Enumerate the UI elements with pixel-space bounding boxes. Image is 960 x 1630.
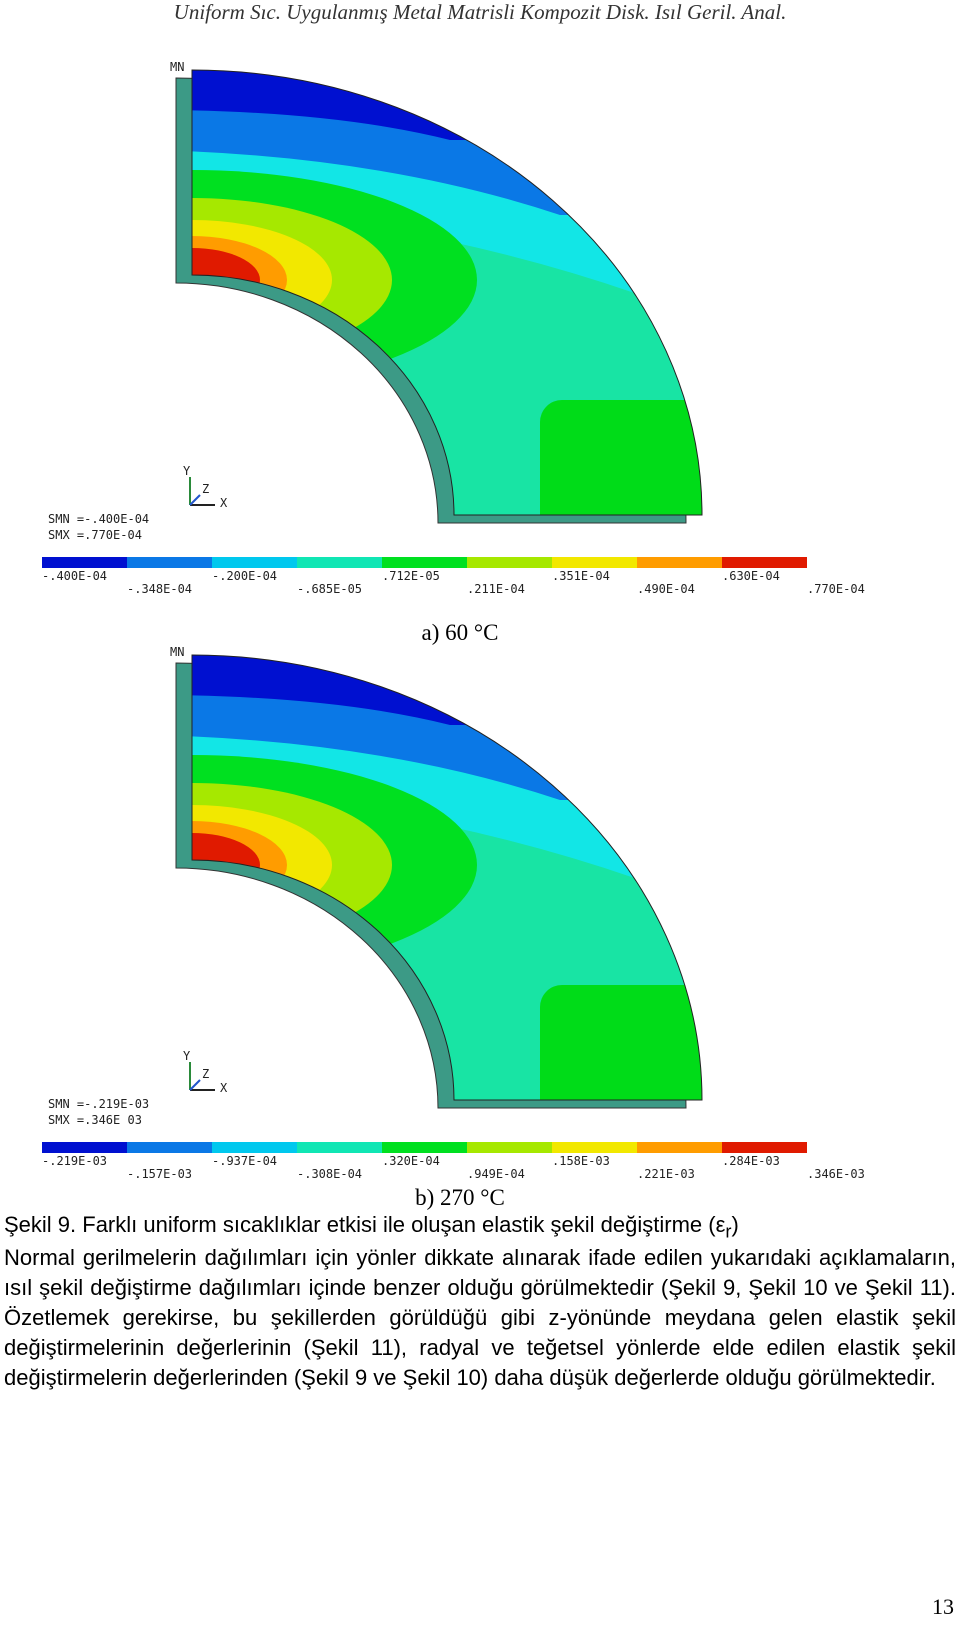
legend-swatch <box>722 1142 807 1153</box>
smn: SMN =-.400E-04 <box>48 512 149 526</box>
band <box>540 400 702 515</box>
legend-label: -.308E-04 <box>297 1167 362 1181</box>
axis-label: Z <box>202 482 209 496</box>
legend-swatch <box>467 1142 552 1153</box>
legend-label: -.685E-05 <box>297 582 362 596</box>
legend-label: .284E-03 <box>722 1154 780 1168</box>
contour-figure: MN YZX SMN =-.219E-03 SMX =.346E 03 -.219E-0… <box>42 645 865 1210</box>
legend-swatch <box>42 1142 127 1153</box>
legend-swatch <box>637 1142 722 1153</box>
legend-label: .949E-04 <box>467 1167 525 1181</box>
legend-swatch <box>552 557 637 568</box>
legend-swatch <box>127 557 212 568</box>
legend-label: -.200E-04 <box>212 569 277 583</box>
axis-label: X <box>220 496 228 510</box>
legend-swatch <box>127 1142 212 1153</box>
axis <box>189 494 201 506</box>
legend-label: .211E-04 <box>467 582 525 596</box>
axis-label: Z <box>202 1067 209 1081</box>
legend-swatch <box>382 557 467 568</box>
disk-face <box>192 655 702 1100</box>
legend-label: .221E-03 <box>637 1167 695 1181</box>
legend-label: .320E-04 <box>382 1154 440 1168</box>
legend-label: .158E-03 <box>552 1154 610 1168</box>
band <box>540 985 702 1100</box>
legend-label: .346E-03 <box>807 1167 865 1181</box>
figure-caption: Şekil 9. Farklı uniform sıcaklıklar etki… <box>4 1212 739 1242</box>
smn: SMN =-.219E-03 <box>48 1097 149 1111</box>
legend-label: .490E-04 <box>637 582 695 596</box>
legend-swatch <box>297 557 382 568</box>
node-label: MN <box>170 645 184 659</box>
legend-label: .351E-04 <box>552 569 610 583</box>
caption-text: Şekil 9. Farklı uniform sıcaklıklar etki… <box>4 1212 726 1237</box>
legend-label: -.937E-04 <box>212 1154 277 1168</box>
caption-subscript: r <box>725 1220 732 1242</box>
contour-figure: MN YZX SMN =-.400E-04 SMX =.770E-04 -.400E-0… <box>42 60 865 645</box>
legend-swatch <box>382 1142 467 1153</box>
caption: b) 270 °C <box>415 1185 505 1210</box>
legend-swatch <box>42 557 127 568</box>
legend-label: .712E-05 <box>382 569 440 583</box>
node-label: MN <box>170 60 184 74</box>
legend-swatch <box>467 557 552 568</box>
disk-face <box>192 70 702 515</box>
smx: SMX =.770E-04 <box>48 528 142 542</box>
running-header: Uniform Sıc. Uygulanmış Metal Matrisli K… <box>173 0 787 24</box>
caption: a) 60 °C <box>422 620 499 645</box>
legend-swatch <box>212 557 297 568</box>
axis-label: Y <box>183 1049 191 1063</box>
legend-label: -.348E-04 <box>127 582 192 596</box>
axis <box>189 1079 201 1091</box>
legend-swatch <box>722 557 807 568</box>
axis-label: X <box>220 1081 228 1095</box>
disk-outline <box>191 654 703 1101</box>
legend-label: -.157E-03 <box>127 1167 192 1181</box>
smx: SMX =.346E 03 <box>48 1113 142 1127</box>
legend-label: -.219E-03 <box>42 1154 107 1168</box>
legend-label: .770E-04 <box>807 582 865 596</box>
legend-swatch <box>297 1142 382 1153</box>
legend-swatch <box>552 1142 637 1153</box>
paragraph: Normal gerilmelerin dağılımları için yön… <box>4 1245 956 1390</box>
legend-label: .630E-04 <box>722 569 780 583</box>
legend-label: -.400E-04 <box>42 569 107 583</box>
caption-close: ) <box>731 1212 739 1237</box>
page-number: 13 <box>932 1594 954 1619</box>
legend-swatch <box>637 557 722 568</box>
axis-label: Y <box>183 464 191 478</box>
legend-swatch <box>212 1142 297 1153</box>
disk-outline <box>191 69 703 516</box>
